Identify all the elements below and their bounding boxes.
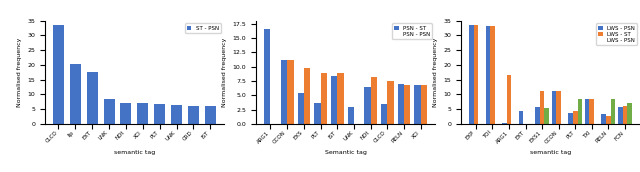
Bar xyxy=(86,72,98,124)
Bar xyxy=(104,99,115,124)
Y-axis label: Normalised frequency: Normalised frequency xyxy=(17,37,22,107)
Bar xyxy=(568,113,573,124)
X-axis label: Semantic tag: Semantic tag xyxy=(324,150,367,155)
Bar xyxy=(518,111,524,124)
Bar xyxy=(53,25,64,124)
Bar xyxy=(552,91,556,124)
Bar xyxy=(502,123,507,124)
Bar xyxy=(556,91,561,124)
Bar xyxy=(321,73,327,124)
Bar xyxy=(264,29,271,124)
Bar xyxy=(507,75,511,124)
Bar xyxy=(404,85,410,124)
Bar xyxy=(618,107,623,124)
Bar xyxy=(611,99,615,124)
Legend: LWS - PSN, LWS - ST, LWS - PSN: LWS - PSN, LWS - ST, LWS - PSN xyxy=(596,23,637,45)
Bar xyxy=(171,105,182,124)
Bar xyxy=(138,103,148,124)
Bar xyxy=(381,104,387,124)
Bar xyxy=(120,103,131,124)
Bar xyxy=(602,114,606,124)
Bar xyxy=(414,85,420,124)
Bar xyxy=(337,73,344,124)
Bar xyxy=(371,77,377,124)
Bar xyxy=(420,85,427,124)
Bar xyxy=(314,103,321,124)
Bar xyxy=(397,84,404,124)
Bar xyxy=(364,87,371,124)
Y-axis label: Normalised frequency: Normalised frequency xyxy=(222,37,227,107)
Bar xyxy=(287,60,294,124)
Bar xyxy=(573,111,577,124)
Bar xyxy=(486,26,490,124)
Bar xyxy=(387,81,394,124)
Y-axis label: Normalised frequency: Normalised frequency xyxy=(433,37,438,107)
Bar xyxy=(577,99,582,124)
Bar xyxy=(589,99,594,124)
Legend: ST - PSN: ST - PSN xyxy=(185,23,221,33)
Bar xyxy=(298,93,304,124)
Bar xyxy=(545,108,549,124)
Bar xyxy=(348,107,354,124)
Bar xyxy=(469,25,474,124)
Bar xyxy=(606,116,611,124)
Bar xyxy=(585,99,589,124)
Legend: PSN - ST, PSN - PSN: PSN - ST, PSN - PSN xyxy=(392,23,433,39)
Bar xyxy=(331,76,337,124)
X-axis label: semantic tag: semantic tag xyxy=(530,150,571,155)
Bar xyxy=(490,26,495,124)
Bar xyxy=(627,103,632,124)
Bar xyxy=(205,106,216,124)
Bar xyxy=(188,106,199,124)
X-axis label: semantic tag: semantic tag xyxy=(114,150,155,155)
Bar xyxy=(474,25,478,124)
Bar xyxy=(535,107,540,124)
Bar xyxy=(304,68,310,124)
Bar xyxy=(281,60,287,124)
Bar xyxy=(70,64,81,124)
Bar xyxy=(623,106,627,124)
Bar xyxy=(154,104,165,124)
Bar xyxy=(540,91,545,124)
